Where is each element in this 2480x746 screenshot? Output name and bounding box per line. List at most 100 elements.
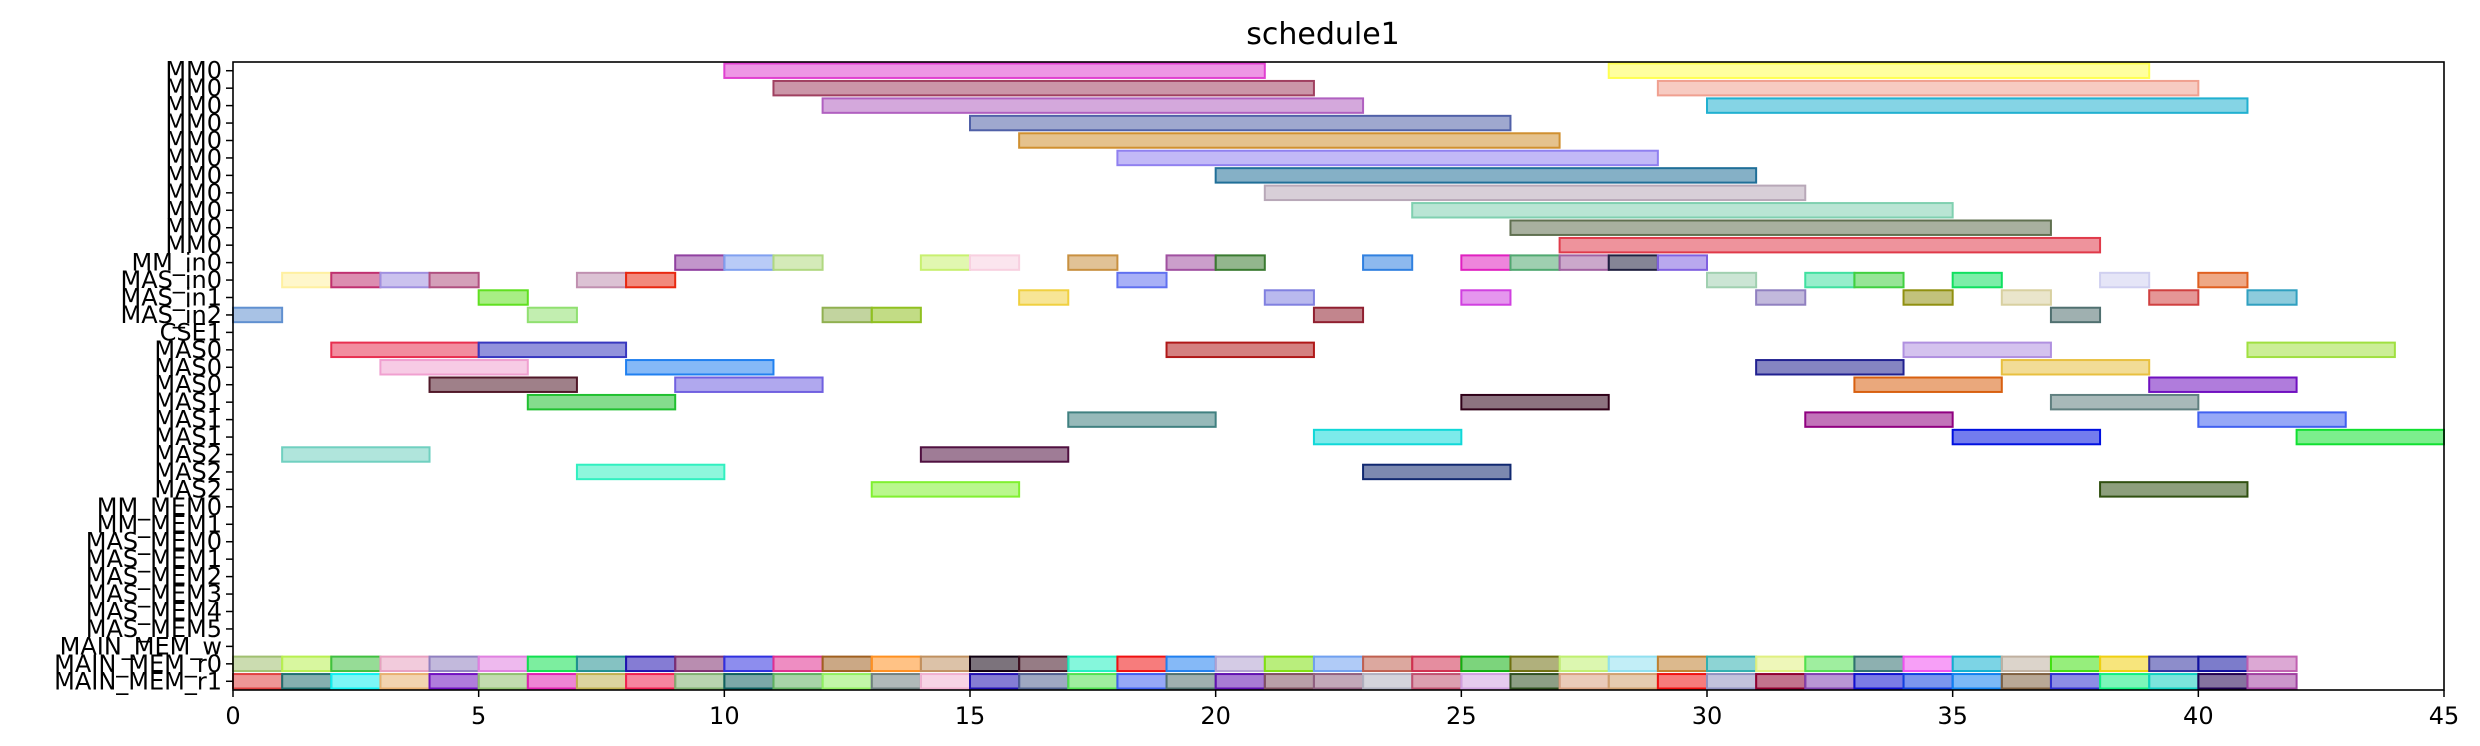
y-tick-label: MAIN_MEM_w (60, 632, 222, 660)
task-bar (772, 79, 1315, 97)
task-bar (281, 655, 333, 673)
task-bar (1853, 271, 1905, 289)
task-bar (1804, 673, 1856, 690)
task-bar (2099, 655, 2151, 673)
task-bar (821, 673, 873, 690)
y-tick-label: MAS_MEM2 (86, 563, 222, 591)
task-bar (1558, 655, 1610, 673)
task-bar (821, 97, 1365, 114)
task-bar (2197, 411, 2347, 428)
task-bar (1607, 655, 1659, 673)
task-bar (1509, 673, 1561, 690)
task-bar (2197, 655, 2249, 673)
task-bar (428, 271, 480, 289)
x-tick-label: 40 (2183, 702, 2214, 730)
task-bar (919, 673, 971, 690)
task-bar (1755, 655, 1807, 673)
x-tick-label: 15 (955, 702, 986, 730)
y-tick-label: MAS1 (154, 406, 222, 434)
task-bar (1902, 341, 2052, 359)
task-bar (1706, 655, 1758, 673)
task-bar (1116, 149, 1659, 167)
task-bar (1755, 359, 1905, 376)
y-tick-label: MAS2 (154, 475, 222, 503)
task-bar (1411, 673, 1463, 690)
task-bar (674, 673, 726, 690)
y-tick-label: MM0 (165, 231, 222, 259)
task-bar (1362, 673, 1414, 690)
y-tick-label: MAS_MEM0 (86, 528, 222, 556)
y-tick-label: MM0 (165, 161, 222, 189)
task-bar (723, 673, 775, 690)
task-bar (1018, 673, 1070, 690)
task-bar (526, 673, 578, 690)
task-bar (1312, 655, 1365, 673)
task-bar (870, 481, 1021, 498)
y-tick-label: MAS2 (154, 458, 222, 486)
task-bar (1656, 673, 1709, 690)
task-bar (1362, 655, 1414, 673)
task-bar (1902, 655, 1954, 673)
task-bar (575, 673, 628, 690)
task-bar (1165, 673, 1217, 690)
task-bar (1165, 254, 1217, 271)
task-bar (330, 341, 480, 359)
task-bar (1018, 132, 1561, 149)
task-bar (1165, 655, 1217, 673)
y-tick-label: MAS_MEM1 (86, 545, 222, 573)
task-bar (428, 376, 578, 393)
task-bar (379, 271, 431, 289)
task-bar (330, 673, 382, 690)
task-bar (969, 673, 1021, 690)
task-bar (2000, 655, 2052, 673)
x-tick-label: 30 (1692, 702, 1723, 730)
task-bar (821, 306, 873, 324)
task-bar (2049, 673, 2102, 690)
task-bar (281, 271, 333, 289)
task-bar (1214, 254, 1266, 271)
task-bar (1951, 673, 2003, 690)
task-bar (1362, 254, 1414, 271)
y-tick-label: MM0 (165, 144, 222, 172)
task-bar (1312, 306, 1365, 324)
task-bar (1116, 271, 1168, 289)
y-tick-label: MAS0 (154, 371, 222, 399)
task-bar (1607, 673, 1659, 690)
y-tick-label: CSE1 (160, 318, 222, 346)
task-bar (2099, 481, 2249, 498)
task-bar (969, 114, 1512, 132)
x-tick-label: 0 (225, 702, 240, 730)
y-tick-label: MAS_MEM4 (86, 598, 222, 626)
task-bar (723, 655, 775, 673)
task-bar (2000, 289, 2052, 306)
y-tick-label: MAS1 (154, 388, 222, 416)
y-axis: MM0MM0MM0MM0MM0MM0MM0MM0MM0MM0MM0MM_in0M… (54, 57, 233, 695)
task-bar (1067, 411, 1217, 428)
task-bar (1853, 376, 2003, 393)
y-tick-label: MAS_MEM3 (86, 580, 222, 608)
y-tick-label: MM0 (165, 109, 222, 137)
task-bar (1214, 655, 1266, 673)
task-bar (1902, 289, 1954, 306)
task-bar (2148, 376, 2298, 393)
task-bar (2099, 271, 2151, 289)
task-bar (526, 655, 578, 673)
task-bar (821, 655, 873, 673)
task-bar (625, 271, 677, 289)
task-bar (1755, 673, 1807, 690)
task-bar (379, 673, 431, 690)
task-bar (477, 341, 628, 359)
task-bar (2148, 289, 2200, 306)
x-tick-label: 10 (709, 702, 740, 730)
task-bar (2246, 673, 2298, 690)
task-bar (1460, 655, 1512, 673)
y-tick-label: MAS_in2 (120, 301, 222, 329)
task-bar (1411, 655, 1463, 673)
task-bar (625, 655, 677, 673)
task-bar (232, 306, 284, 324)
task-bar (2246, 289, 2298, 306)
x-tick-label: 20 (1200, 702, 1231, 730)
task-bar (379, 655, 431, 673)
task-bar (1804, 271, 1856, 289)
task-bar (281, 673, 333, 690)
